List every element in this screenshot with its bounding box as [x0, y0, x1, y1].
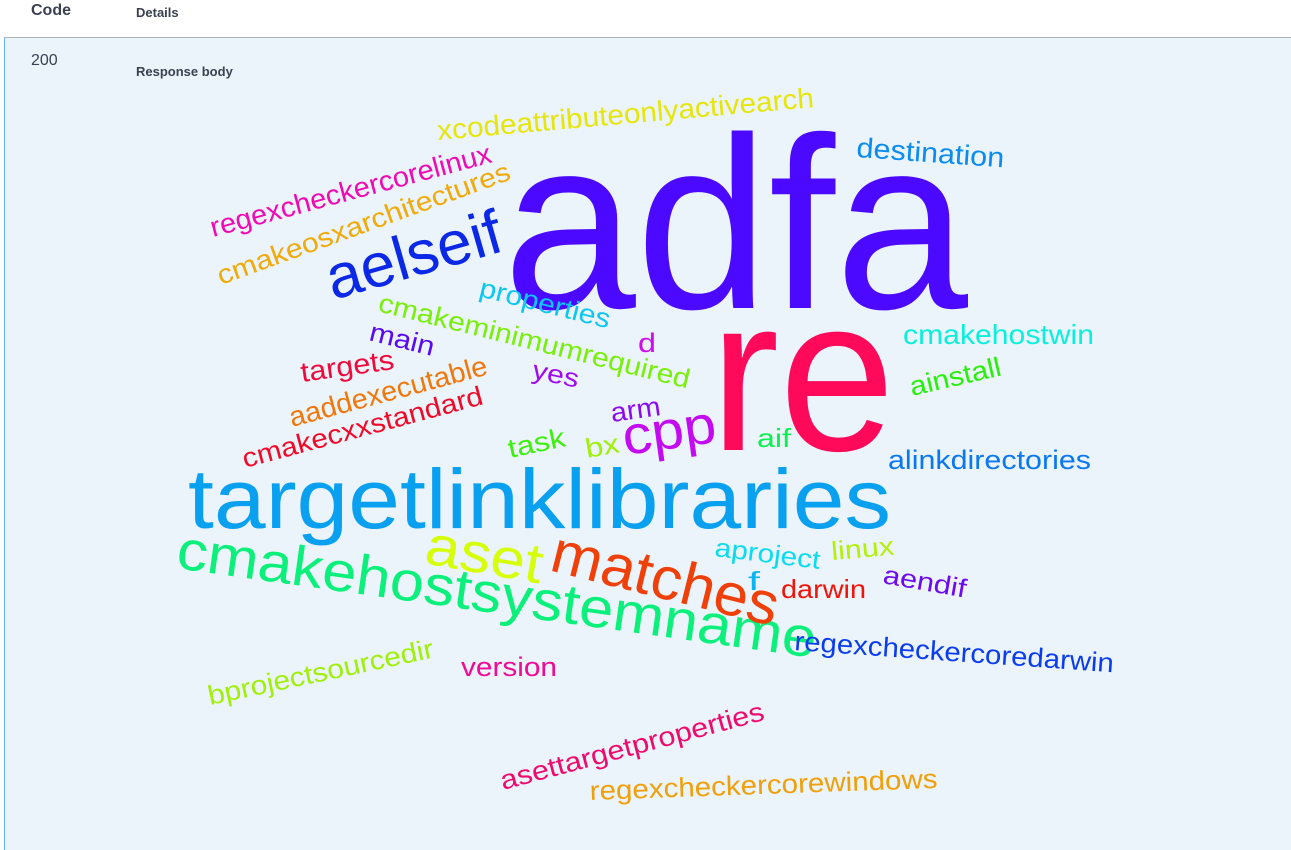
word-arm: arm	[609, 391, 663, 428]
word-version: version	[461, 652, 557, 682]
header-divider	[4, 37, 1291, 38]
response-row	[4, 38, 1291, 850]
code-column-header: Code	[31, 2, 71, 19]
word-bprojectsourcedir: bprojectsourcedir	[205, 634, 436, 711]
word-d: d	[638, 328, 656, 358]
word-cmakehostwin: cmakehostwin	[903, 319, 1094, 350]
details-column-header: Details	[136, 5, 179, 20]
word-targetlinklibraries: targetlinklibraries	[188, 452, 891, 546]
word-bx: bx	[583, 428, 622, 464]
word-darwin: darwin	[781, 574, 866, 604]
response-body-label: Response body	[136, 64, 233, 79]
status-code: 200	[31, 52, 58, 69]
word-re: re	[710, 251, 895, 497]
word-adfa: adfa	[503, 86, 969, 360]
word-regexcheckercoredarwin: regexcheckercoredarwin	[794, 626, 1115, 678]
word-f: f	[748, 566, 761, 596]
word-cpp: cpp	[618, 394, 719, 466]
word-alinkdirectories: alinkdirectories	[888, 445, 1091, 475]
word-linux: linux	[830, 531, 895, 566]
word-aendif: aendif	[881, 559, 970, 603]
responses-table-header: Code Details	[0, 0, 1291, 38]
word-aif: aif	[757, 423, 792, 453]
word-regexcheckercorewindows: regexcheckercorewindows	[589, 764, 938, 806]
